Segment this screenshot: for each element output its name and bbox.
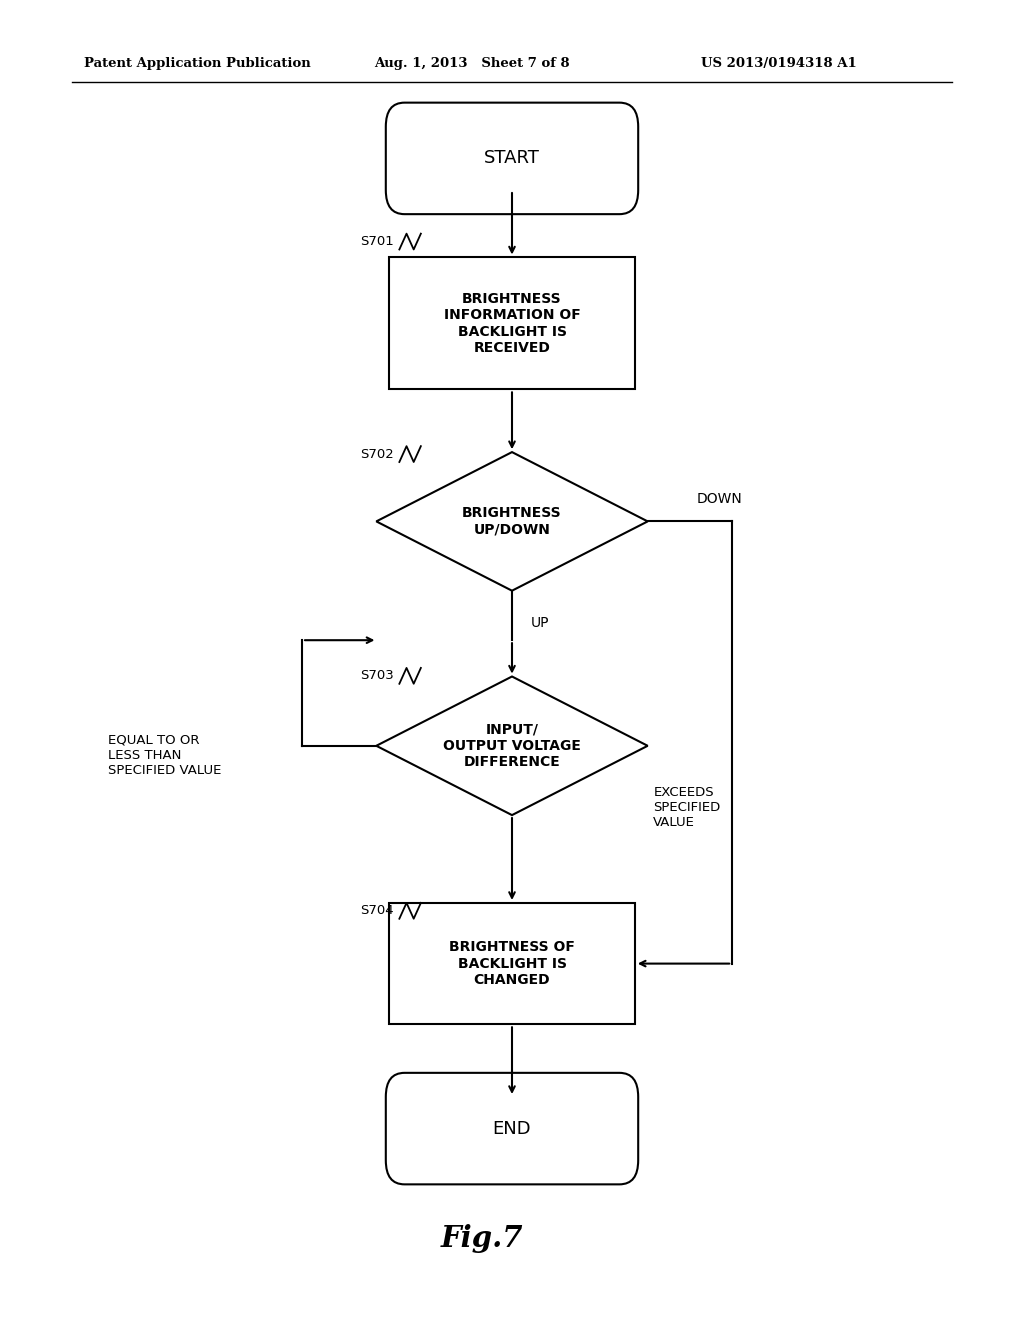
FancyBboxPatch shape <box>386 1073 638 1184</box>
Text: Aug. 1, 2013   Sheet 7 of 8: Aug. 1, 2013 Sheet 7 of 8 <box>374 57 569 70</box>
Polygon shape <box>377 676 648 814</box>
Text: S704: S704 <box>360 904 394 917</box>
Text: S703: S703 <box>360 669 394 682</box>
Text: EXCEEDS
SPECIFIED
VALUE: EXCEEDS SPECIFIED VALUE <box>653 787 721 829</box>
Text: BRIGHTNESS
UP/DOWN: BRIGHTNESS UP/DOWN <box>462 507 562 536</box>
Text: S702: S702 <box>360 447 394 461</box>
FancyBboxPatch shape <box>386 103 638 214</box>
Text: BRIGHTNESS
INFORMATION OF
BACKLIGHT IS
RECEIVED: BRIGHTNESS INFORMATION OF BACKLIGHT IS R… <box>443 292 581 355</box>
Text: END: END <box>493 1119 531 1138</box>
Text: BRIGHTNESS OF
BACKLIGHT IS
CHANGED: BRIGHTNESS OF BACKLIGHT IS CHANGED <box>450 940 574 987</box>
Bar <box>389 903 635 1024</box>
Text: Fig.7: Fig.7 <box>440 1224 523 1253</box>
Text: Patent Application Publication: Patent Application Publication <box>84 57 310 70</box>
Text: DOWN: DOWN <box>696 492 742 506</box>
Text: UP: UP <box>530 616 549 630</box>
Polygon shape <box>377 451 648 591</box>
Text: S701: S701 <box>360 235 394 248</box>
Text: START: START <box>484 149 540 168</box>
Text: INPUT/
OUTPUT VOLTAGE
DIFFERENCE: INPUT/ OUTPUT VOLTAGE DIFFERENCE <box>443 722 581 770</box>
Text: EQUAL TO OR
LESS THAN
SPECIFIED VALUE: EQUAL TO OR LESS THAN SPECIFIED VALUE <box>108 734 221 776</box>
Bar <box>389 257 635 389</box>
Text: US 2013/0194318 A1: US 2013/0194318 A1 <box>701 57 857 70</box>
